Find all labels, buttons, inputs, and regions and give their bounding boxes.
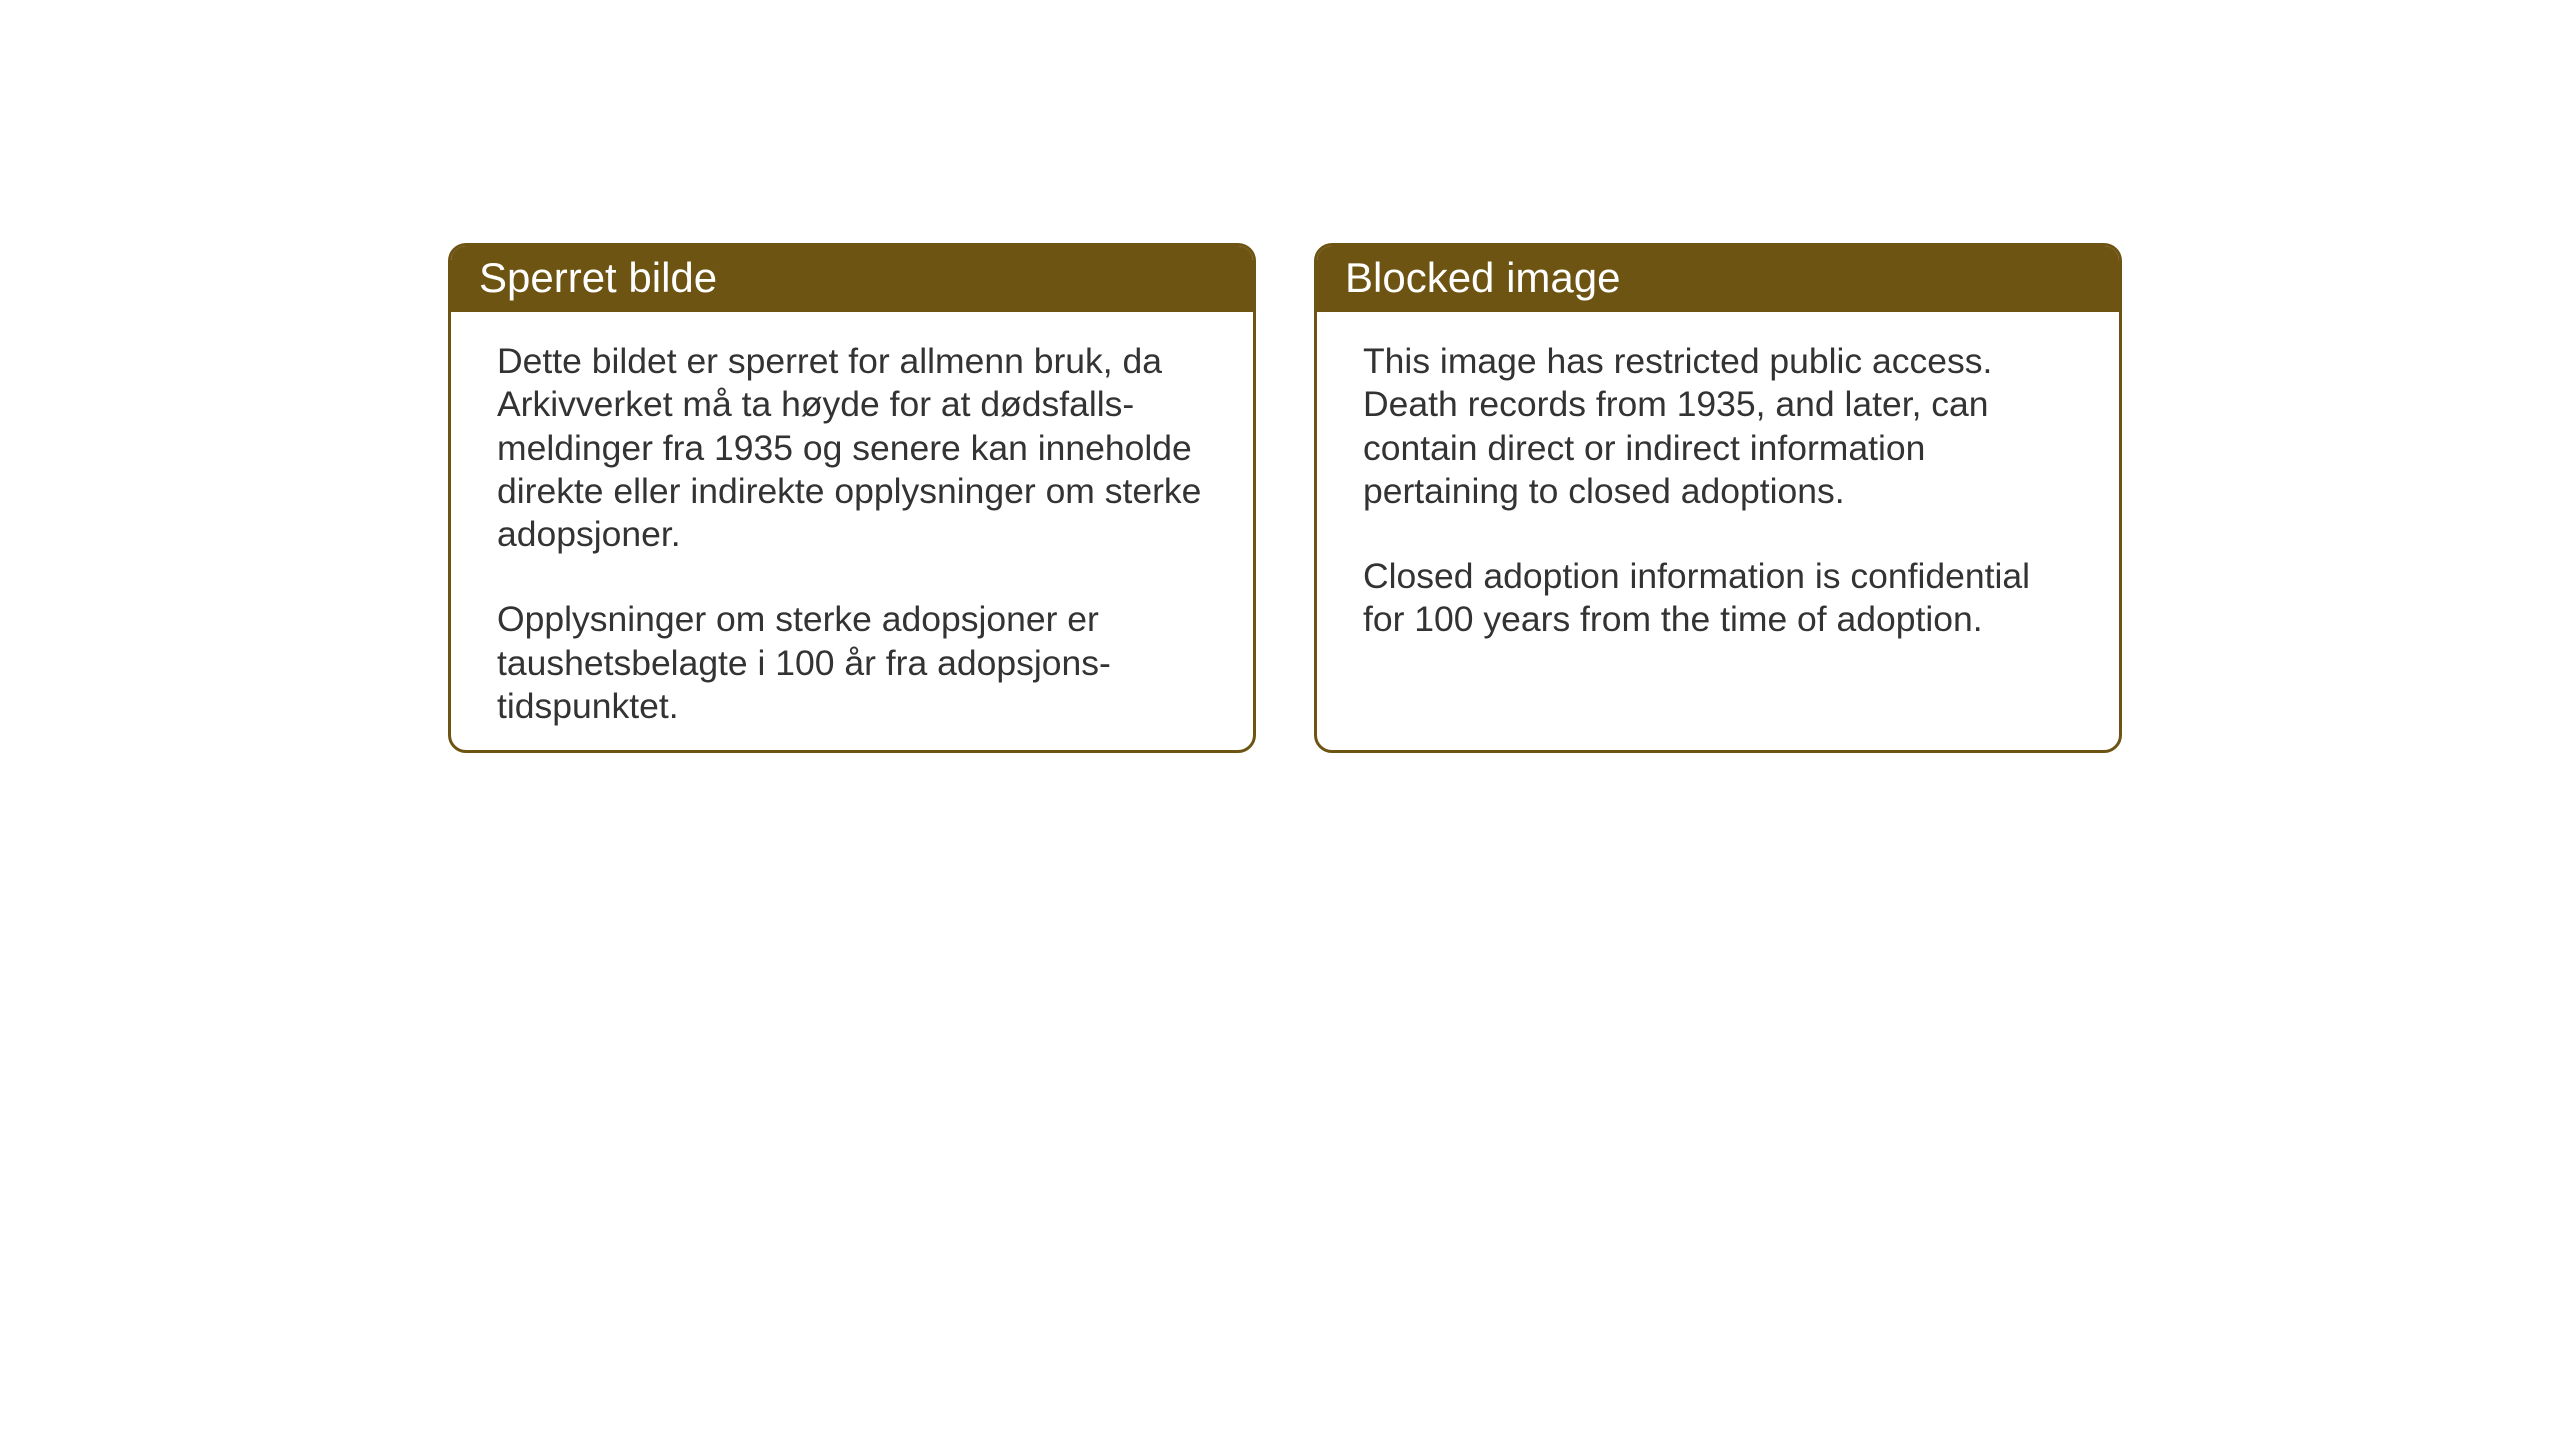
card-english-paragraph-2: Closed adoption information is confident… xyxy=(1363,555,2073,642)
card-english-body: This image has restricted public access.… xyxy=(1317,312,2119,670)
card-norwegian: Sperret bilde Dette bildet er sperret fo… xyxy=(448,243,1256,753)
card-english: Blocked image This image has restricted … xyxy=(1314,243,2122,753)
card-norwegian-paragraph-2: Opplysninger om sterke adopsjoner er tau… xyxy=(497,598,1207,728)
card-norwegian-paragraph-1: Dette bildet er sperret for allmenn bruk… xyxy=(497,340,1207,556)
card-english-header: Blocked image xyxy=(1317,246,2119,312)
card-english-paragraph-1: This image has restricted public access.… xyxy=(1363,340,2073,513)
card-norwegian-body: Dette bildet er sperret for allmenn bruk… xyxy=(451,312,1253,753)
card-norwegian-header: Sperret bilde xyxy=(451,246,1253,312)
cards-container: Sperret bilde Dette bildet er sperret fo… xyxy=(448,243,2122,753)
